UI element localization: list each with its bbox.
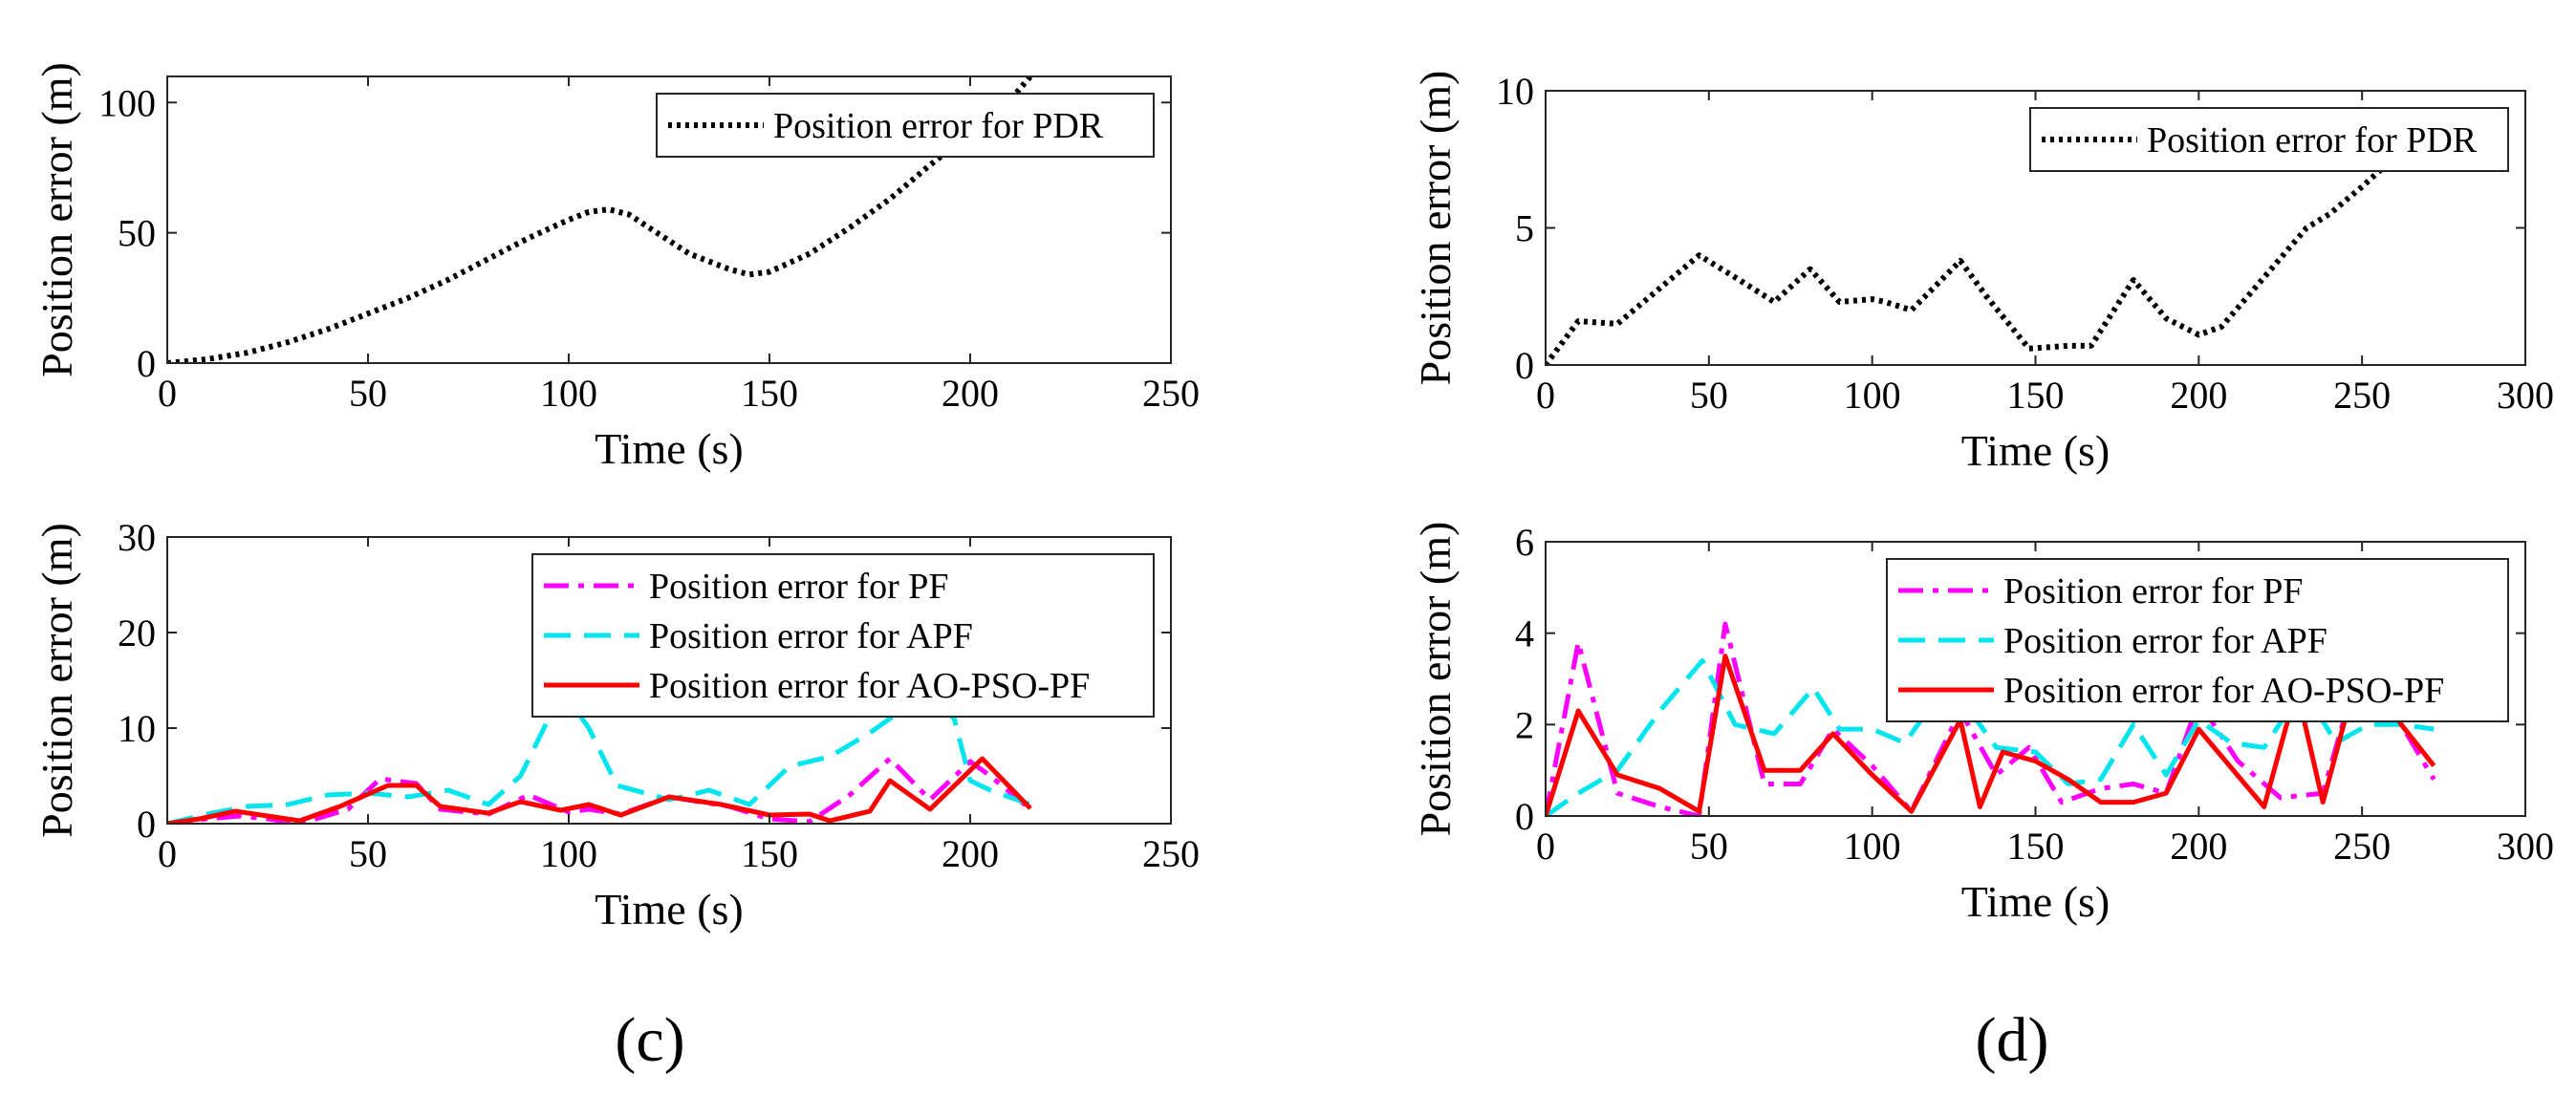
y-tick-label: 6 [1515,521,1534,564]
legend-label-1: Position error for PF [2003,571,2304,612]
x-tick-label: 150 [2007,374,2065,417]
series-group [167,697,1032,824]
series-line-1 [1546,621,2436,816]
y-tick-label: 20 [118,612,156,655]
y-tick-label: 50 [118,212,156,255]
chart-d-top: 0 50 100 150 200 250 300 0 5 10 Time (s) Position e… [1411,70,2554,475]
legend: Position error for PF Position error for … [1886,558,2509,722]
y-tick-label: 0 [1515,344,1534,387]
series-line-1 [1546,142,2415,365]
y-axis-label: Position error (m) [32,62,81,377]
x-tick-label: 150 [741,372,798,415]
legend-box [2029,107,2509,172]
x-tick-label: 100 [1844,825,1901,868]
axes-box [166,536,1172,825]
x-tick-label: 50 [1690,825,1728,868]
y-tick-label: 5 [1515,207,1534,250]
y-tick-label: 0 [137,342,156,385]
x-tick-label: 100 [540,832,597,875]
legend-label-1: Position error for PDR [773,106,1104,146]
series-line-2 [1546,657,2435,816]
y-tick-label: 30 [118,516,156,559]
x-axis-label: Time (s) [595,885,744,934]
y-tick-label: 100 [98,81,156,124]
legend-label-3: Position error for AO-PSO-PF [649,666,1090,706]
x-tick-label: 50 [1690,374,1728,417]
y-axis-label: Position error (m) [32,523,81,838]
legend-label-1: Position error for PF [649,567,949,607]
legend: Position error for PDR [2029,107,2509,172]
axes-box [166,75,1172,364]
x-tick-label: 50 [349,372,387,415]
chart-d-bottom: 0 50 100 150 200 250 300 0 2 4 6 Time (s) Position e… [1411,521,2554,926]
x-axis-label: Time (s) [1961,877,2111,926]
x-axis-label: Time (s) [595,424,744,473]
x-tick-label: 0 [1536,825,1555,868]
x-tick-label: 300 [2497,825,2554,868]
panel-label-d: (d) [1976,1005,2049,1075]
y-axis-label: Position error (m) [1411,522,1460,837]
x-tick-label: 150 [2007,825,2065,868]
x-tick-label: 0 [158,832,177,875]
legend: Position error for PDR [656,93,1155,158]
legend: Position error for PF Position error for … [531,553,1155,718]
legend-label-2: Position error for APF [649,616,973,656]
chart-c-bottom: 0 50 100 150 200 250 0 10 20 30 Time (s) Position e… [32,516,1200,934]
x-tick-label: 300 [2497,374,2554,417]
y-tick-label: 10 [118,707,156,750]
x-tick-label: 200 [2170,825,2227,868]
chart-c-top: 0 50 100 150 200 250 0 50 100 Time (s) Position er… [32,62,1200,473]
series-line-3 [167,756,1032,824]
x-tick-label: 200 [2170,374,2227,417]
y-tick-label: 0 [1515,795,1534,838]
x-axis-label: Time (s) [1961,426,2111,475]
y-tick-label: 10 [1496,70,1534,113]
panel-label-c: (c) [615,1005,684,1075]
x-tick-label: 100 [1844,374,1901,417]
x-tick-label: 250 [2333,825,2391,868]
series-line-2 [167,697,1031,824]
legend-label-3: Position error for AO-PSO-PF [2003,671,2444,711]
x-tick-label: 0 [158,372,177,415]
x-tick-label: 0 [1536,374,1555,417]
y-tick-label: 0 [137,803,156,846]
x-tick-label: 150 [741,832,798,875]
x-tick-label: 200 [942,832,999,875]
x-tick-label: 50 [349,832,387,875]
y-tick-label: 4 [1515,612,1534,655]
legend-label-1: Position error for PDR [2147,120,2478,161]
series-group [1546,142,2415,365]
legend-label-2: Position error for APF [2003,621,2327,661]
x-tick-label: 100 [540,372,597,415]
x-tick-label: 250 [1142,372,1200,415]
series-line-1 [167,756,1032,824]
x-tick-label: 200 [942,372,999,415]
x-tick-label: 250 [2333,374,2391,417]
x-tick-label: 250 [1142,832,1200,875]
y-axis-label: Position error (m) [1411,71,1460,386]
y-tick-label: 2 [1515,703,1534,746]
